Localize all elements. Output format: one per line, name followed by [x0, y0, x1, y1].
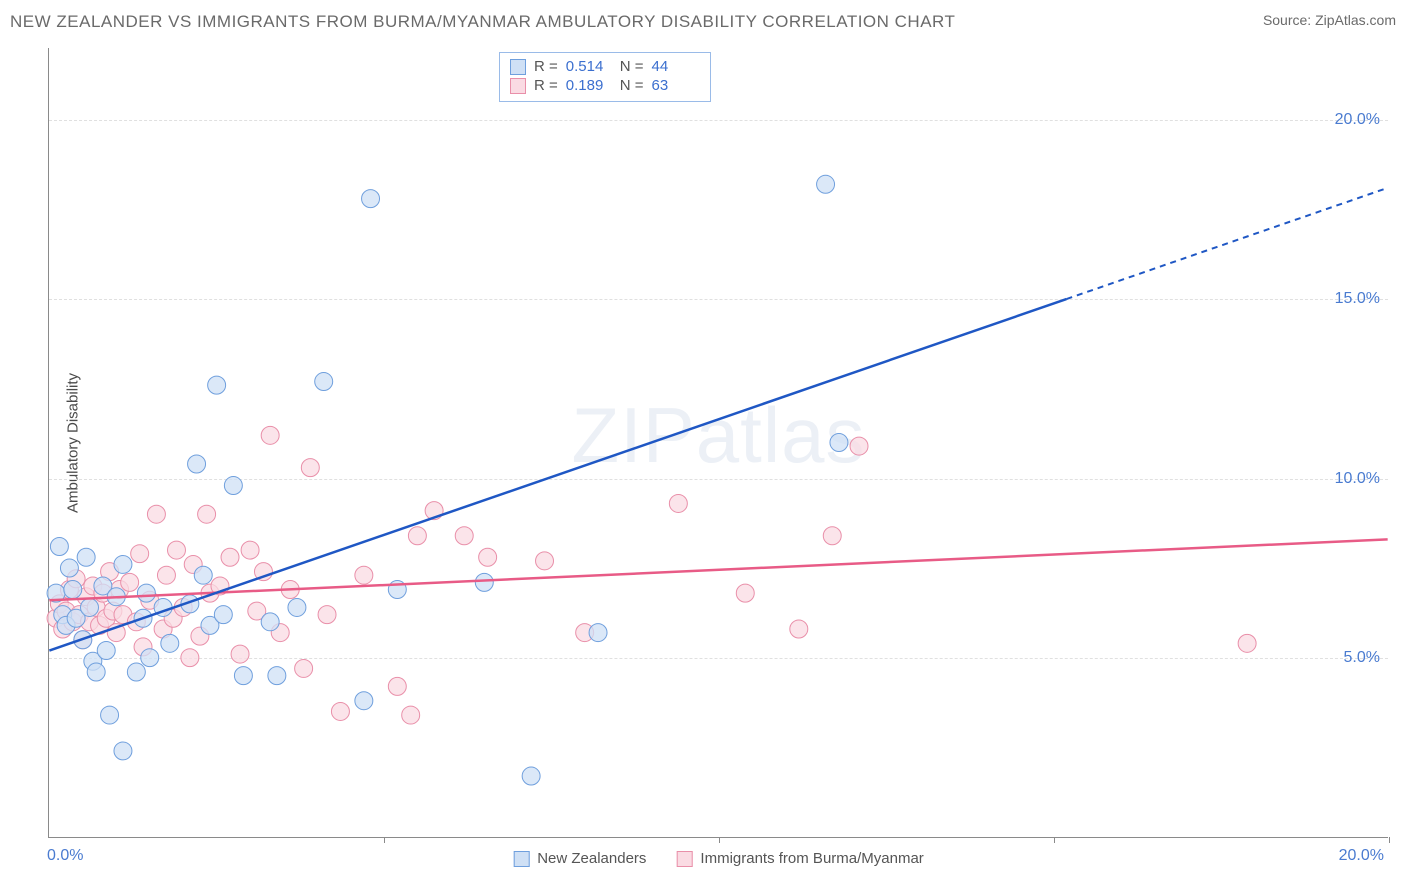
n-value-bm: 63 — [652, 77, 698, 94]
stats-legend-box: R = 0.514 N = 44 R = 0.189 N = 63 — [499, 52, 711, 102]
r-value-nz: 0.514 — [566, 58, 612, 75]
n-value-nz: 44 — [652, 58, 698, 75]
stats-row-bm: R = 0.189 N = 63 — [510, 76, 698, 95]
swatch-nz-icon — [513, 851, 529, 867]
legend-item-nz: New Zealanders — [513, 850, 646, 867]
series-legend: New Zealanders Immigrants from Burma/Mya… — [513, 850, 924, 867]
source-value: ZipAtlas.com — [1315, 12, 1396, 28]
n-label: N = — [620, 58, 644, 75]
r-label: R = — [534, 58, 558, 75]
source-prefix: Source: — [1263, 12, 1315, 28]
chart-title: NEW ZEALANDER VS IMMIGRANTS FROM BURMA/M… — [10, 12, 955, 31]
x-tick — [1389, 837, 1390, 843]
legend-label-nz: New Zealanders — [537, 850, 646, 867]
x-tick — [719, 837, 720, 843]
x-tick-label-start: 0.0% — [47, 847, 83, 865]
scatter-svg — [49, 48, 1388, 837]
n-label: N = — [620, 77, 644, 94]
r-value-bm: 0.189 — [566, 77, 612, 94]
x-tick — [384, 837, 385, 843]
swatch-bm-icon — [510, 78, 526, 94]
stats-row-nz: R = 0.514 N = 44 — [510, 57, 698, 76]
x-tick — [1054, 837, 1055, 843]
r-label: R = — [534, 77, 558, 94]
x-tick-label-end: 20.0% — [1339, 847, 1384, 865]
swatch-bm-icon — [676, 851, 692, 867]
swatch-nz-icon — [510, 59, 526, 75]
legend-label-bm: Immigrants from Burma/Myanmar — [700, 850, 923, 867]
source-label: Source: ZipAtlas.com — [1263, 12, 1396, 28]
legend-item-bm: Immigrants from Burma/Myanmar — [676, 850, 923, 867]
chart-plot-area: Ambulatory Disability ZIPatlas 5.0%10.0%… — [48, 48, 1388, 838]
